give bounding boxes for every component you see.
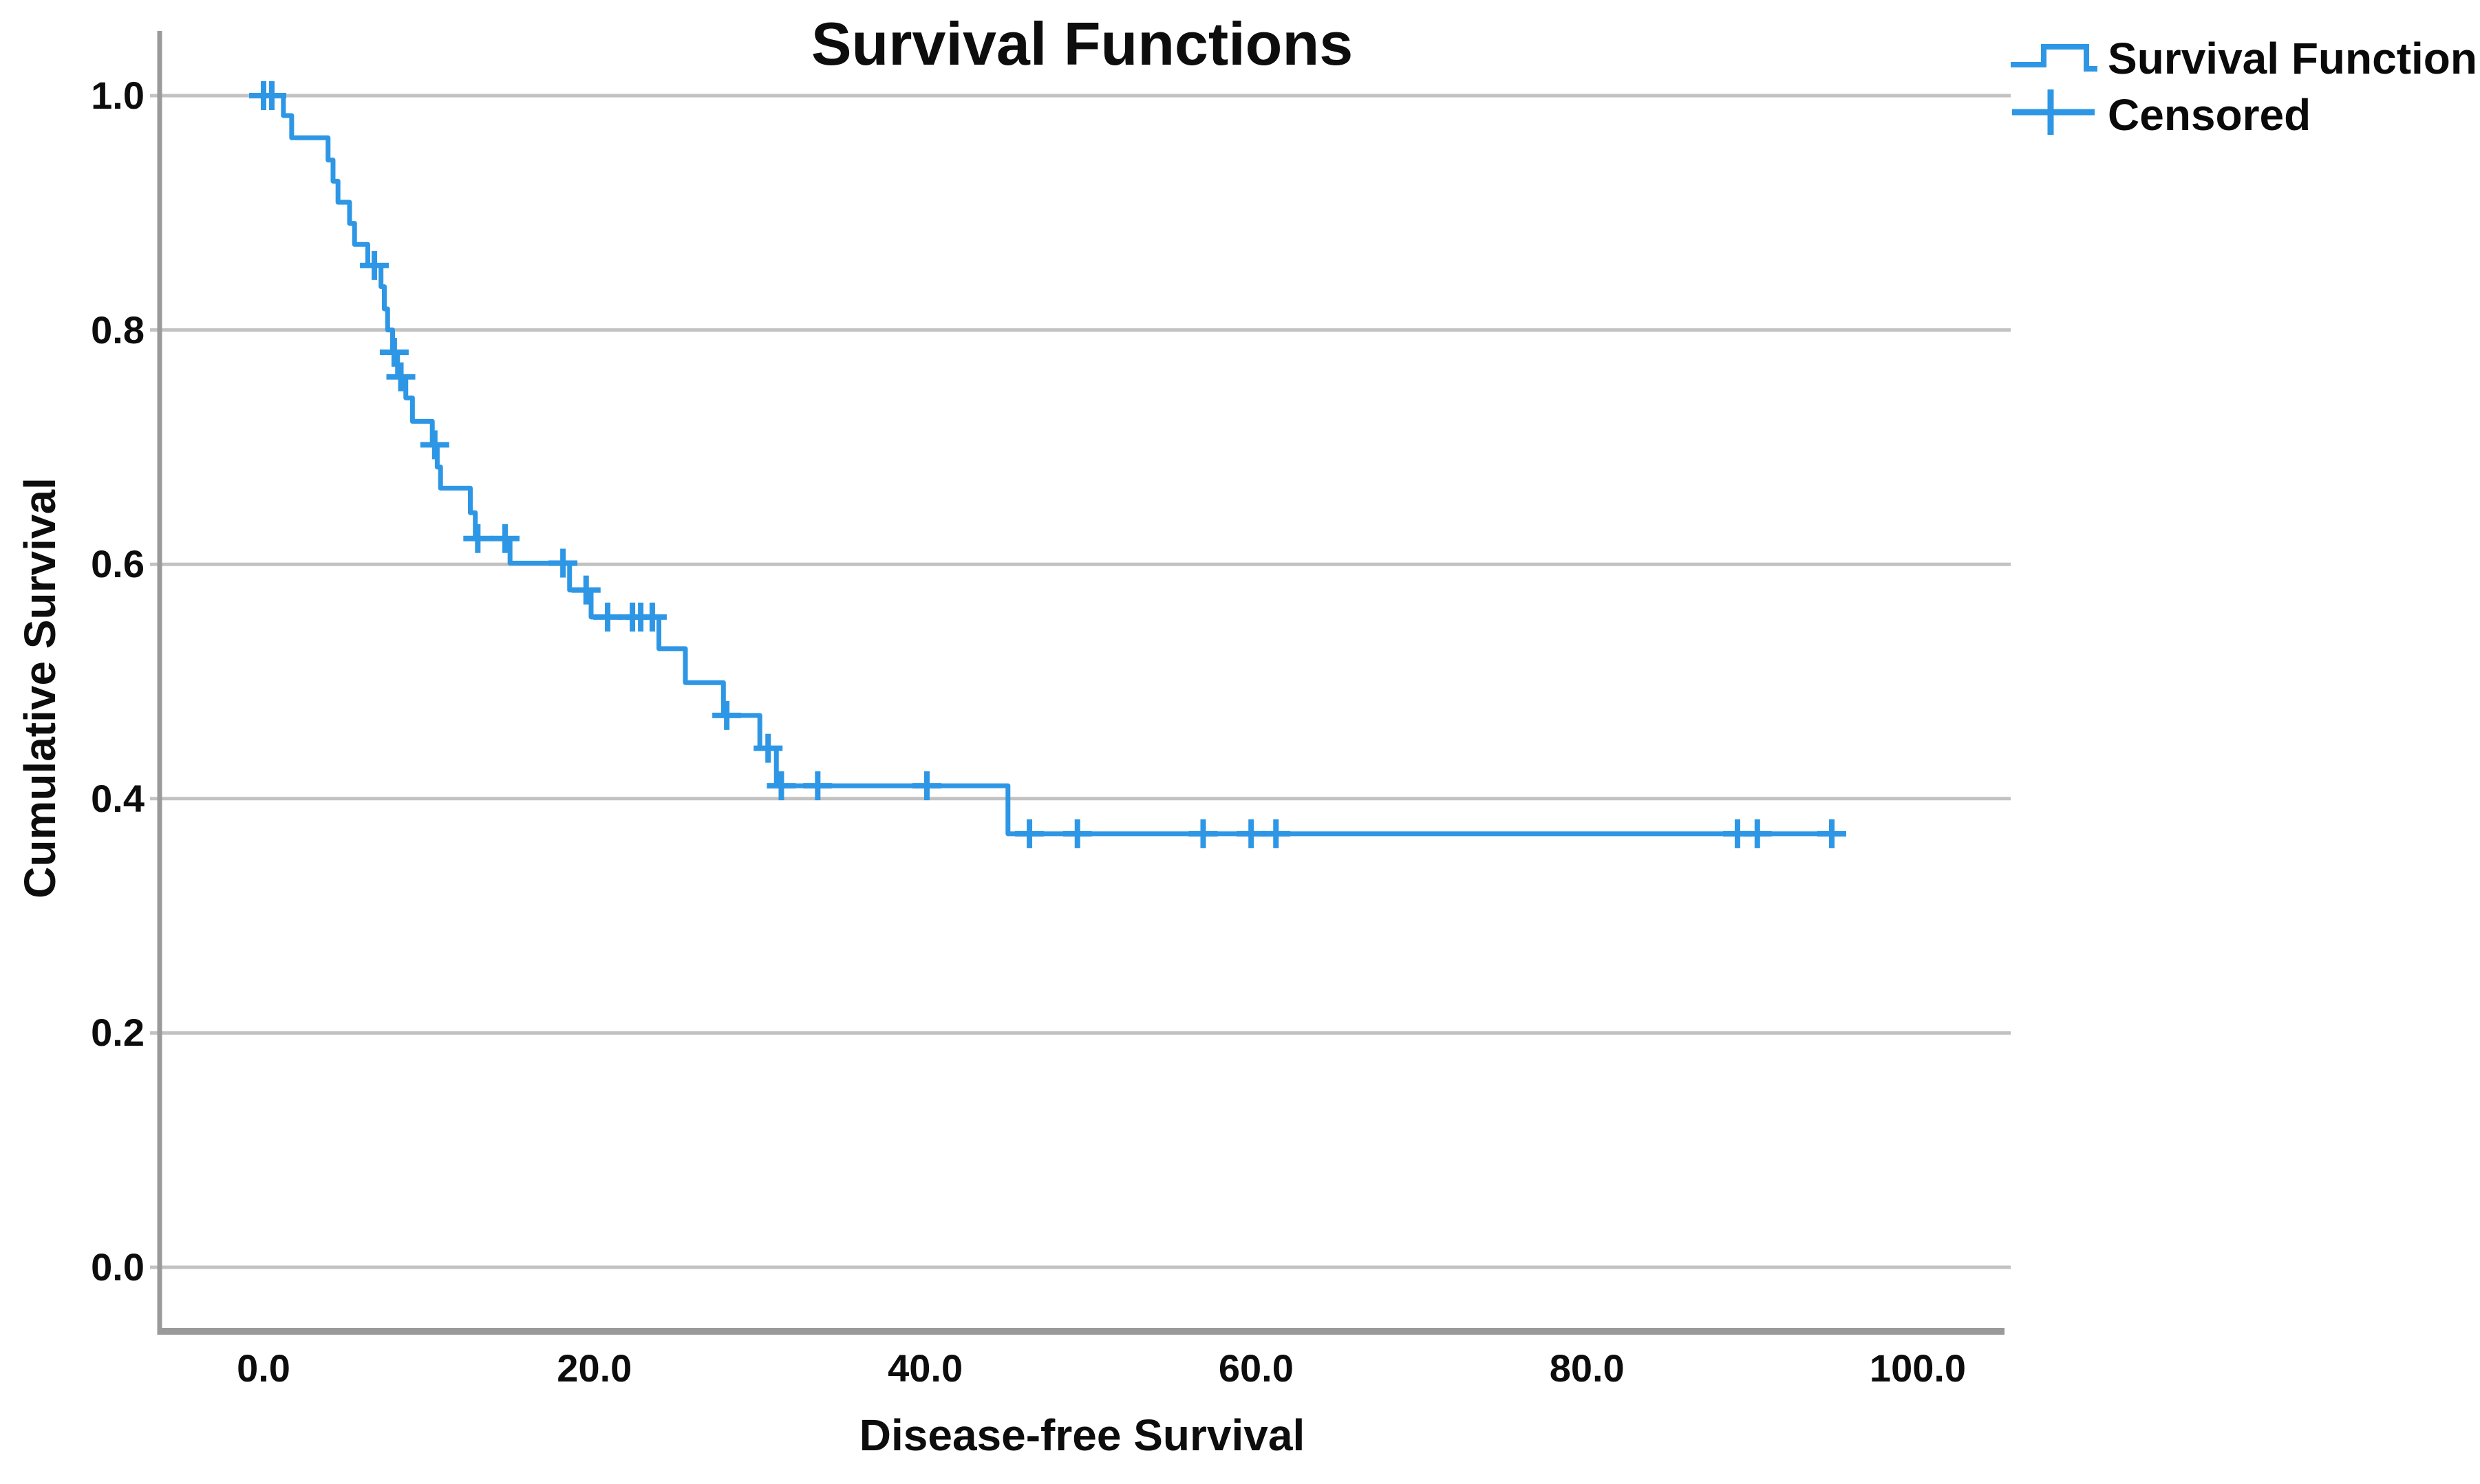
y-tick-label: 0.0 bbox=[91, 1245, 145, 1289]
y-tick-label: 0.4 bbox=[91, 776, 145, 820]
x-tick-label: 80.0 bbox=[1549, 1346, 1625, 1390]
x-tick-label: 40.0 bbox=[888, 1346, 963, 1390]
x-axis-title: Disease-free Survival bbox=[859, 1410, 1305, 1460]
y-tick-label: 0.2 bbox=[91, 1011, 145, 1055]
survival-curve bbox=[264, 93, 1843, 837]
survival-function-line bbox=[264, 93, 1843, 837]
x-tick-label: 60.0 bbox=[1218, 1346, 1294, 1390]
y-tick-label: 0.8 bbox=[91, 308, 145, 352]
legend-symbols bbox=[2011, 44, 2097, 135]
chart-title: Survival Functions bbox=[811, 10, 1354, 78]
y-tick-label: 0.6 bbox=[91, 542, 145, 586]
y-tick-label: 1.0 bbox=[91, 74, 145, 117]
gridlines bbox=[150, 94, 2011, 1269]
x-tick-label: 20.0 bbox=[557, 1346, 632, 1390]
legend-step-line-icon bbox=[2011, 44, 2097, 72]
y-axis-title: Cumulative Survival bbox=[15, 477, 65, 899]
x-tick-label: 0.0 bbox=[237, 1346, 290, 1390]
censored-marks bbox=[249, 81, 1846, 848]
x-tick-label: 100.0 bbox=[1869, 1346, 1967, 1390]
legend-item-censored: Censored bbox=[2108, 90, 2311, 140]
legend-item-survival-function: Survival Function bbox=[2108, 34, 2477, 83]
axis-lines bbox=[157, 31, 2005, 1335]
